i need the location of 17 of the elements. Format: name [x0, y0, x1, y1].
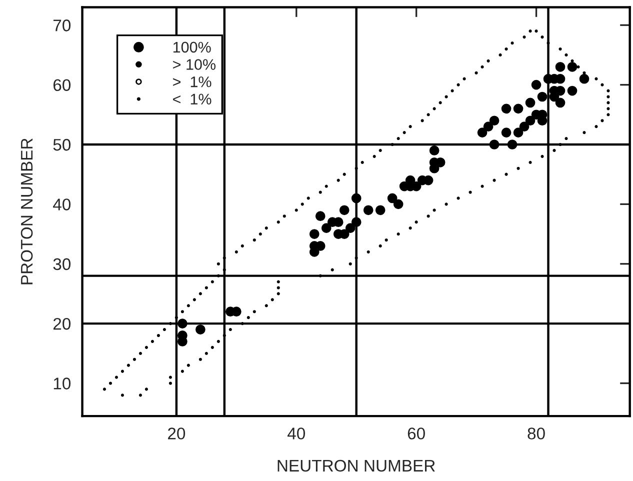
legend-label: > 10% — [173, 59, 216, 70]
x-tick-label: 80 — [528, 428, 545, 440]
x-tick-label: 40 — [288, 428, 306, 440]
y-tick-label: 30 — [53, 258, 71, 270]
legend-label: < 1% — [173, 94, 212, 104]
y-tick-label: 50 — [53, 138, 71, 151]
legend-label: 100% — [173, 42, 211, 53]
x-tick-label: 60 — [408, 428, 425, 440]
y-tick-label: 70 — [53, 20, 71, 32]
x-axis-title: NEUTRON NUMBER — [278, 460, 435, 472]
y-tick-label: 20 — [53, 318, 71, 330]
y-tick-label: 60 — [53, 79, 71, 92]
legend-label: > 1% — [173, 76, 212, 88]
y-axis-title: PROTON NUMBER — [20, 138, 33, 284]
x-tick-label: 20 — [168, 428, 186, 440]
y-tick-label: 40 — [53, 198, 71, 210]
y-tick-label: 10 — [54, 378, 71, 390]
